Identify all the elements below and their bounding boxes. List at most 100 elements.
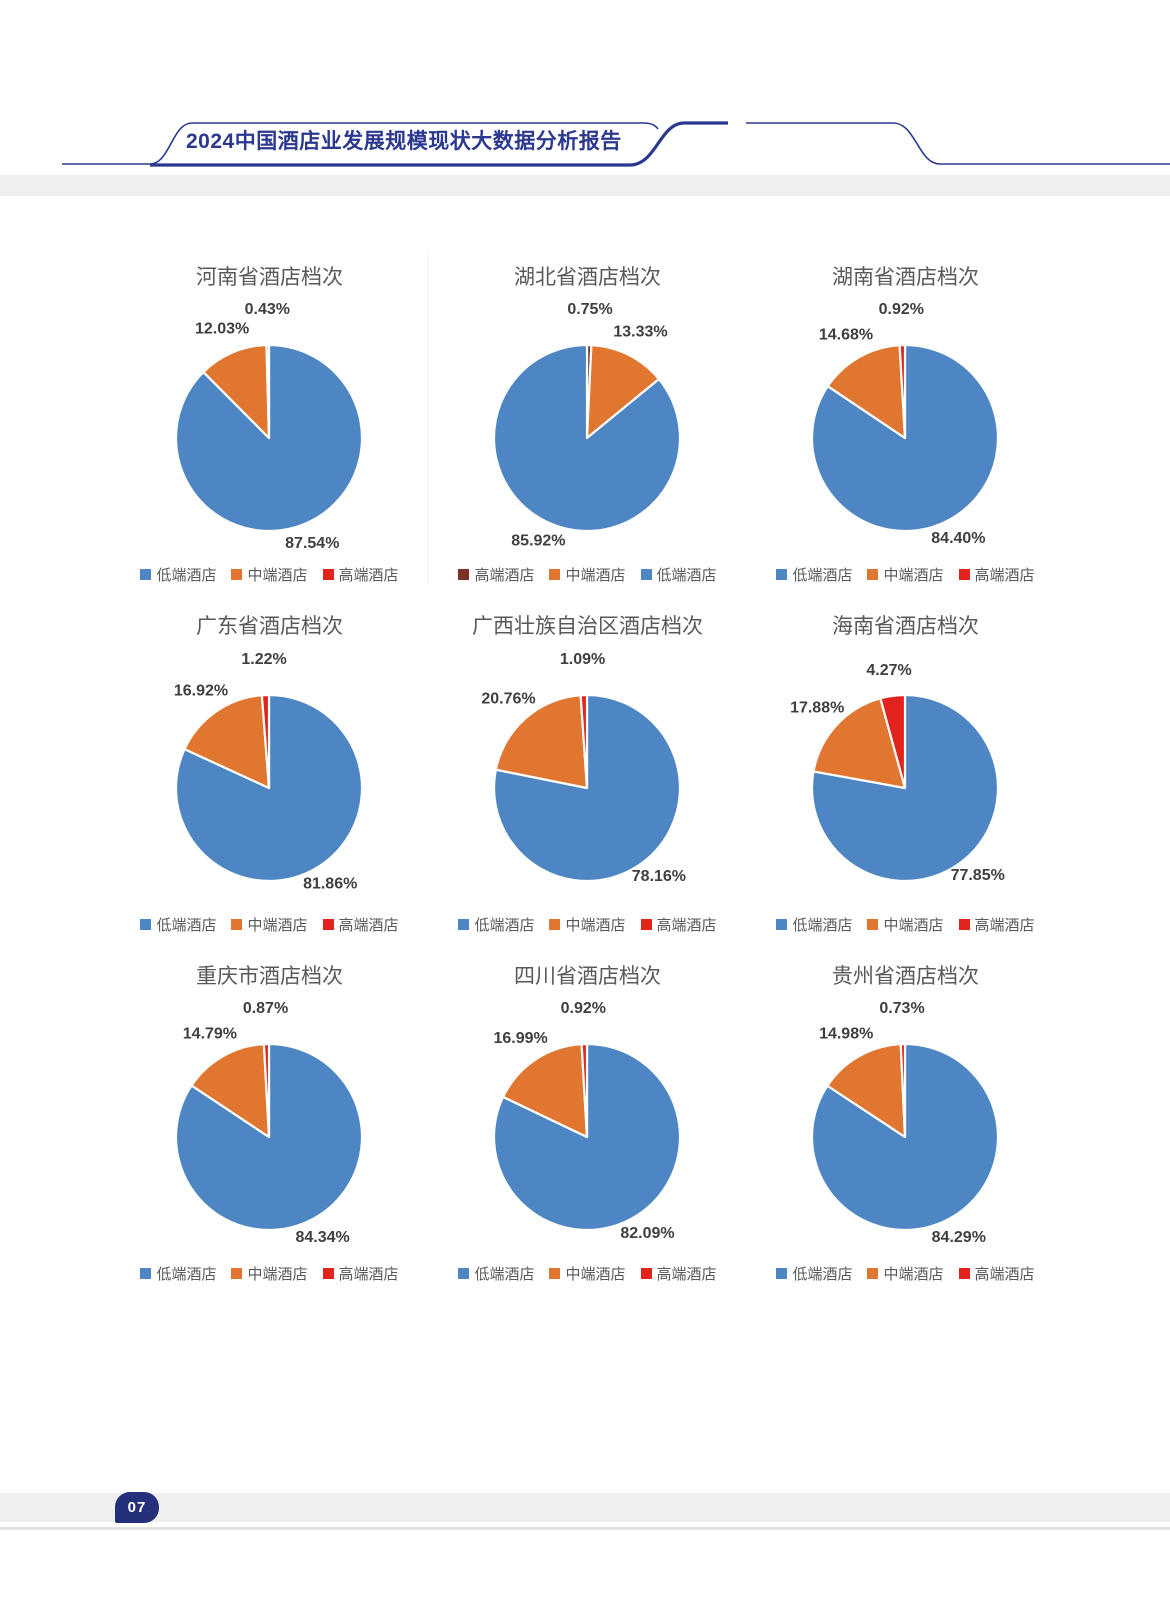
legend-label: 高端酒店: [974, 1267, 1035, 1284]
pie-slice-mid: [501, 1043, 589, 1139]
legend-item: 低端酒店: [140, 914, 216, 935]
chart-legend: 低端酒店 中端酒店 高端酒店: [112, 1263, 427, 1284]
legend-label: 中端酒店: [247, 568, 308, 585]
pie-slice-high: [260, 693, 271, 789]
pie-chart-cell-9: 贵州省酒店档次 84.29% 14.98% 0.73% 低端酒店 中端酒店 高端酒店: [748, 949, 1063, 1284]
pie-plot-area: 82.09% 16.99% 0.92%: [492, 1000, 682, 1242]
legend-item: 高端酒店: [958, 564, 1035, 585]
legend-item: 中端酒店: [231, 1263, 308, 1284]
pie-slice-high: [265, 344, 271, 440]
legend-label: 高端酒店: [974, 917, 1035, 934]
pie-slice-mid: [183, 694, 271, 789]
pie-slice-high: [579, 693, 589, 789]
legend-swatch-icon: [776, 1268, 788, 1280]
legend-swatch-icon: [458, 569, 470, 581]
slice-value-label: 0.73%: [879, 1000, 924, 1017]
legend-swatch-icon: [231, 1268, 243, 1280]
legend-label: 高端酒店: [474, 568, 535, 585]
slice-value-label: 84.29%: [932, 1229, 986, 1246]
slice-value-label: 87.54%: [285, 535, 339, 552]
legend-item: 高端酒店: [958, 914, 1035, 935]
legend-label: 中端酒店: [565, 917, 626, 934]
legend-item: 高端酒店: [958, 1263, 1035, 1284]
pie-slice-mid: [202, 344, 271, 440]
legend-swatch-icon: [458, 1268, 470, 1280]
legend-label: 中端酒店: [247, 917, 308, 934]
legend-swatch-icon: [958, 569, 970, 581]
pie-slice-mid: [190, 1043, 271, 1139]
legend-label: 低端酒店: [792, 1267, 853, 1284]
legend-item: 中端酒店: [549, 564, 626, 585]
pie-chart-cell-2: 湖北省酒店档次 0.75% 13.33% 85.92% 高端酒店 中端酒店 低端酒店: [430, 250, 745, 585]
slice-value-label: 0.75%: [567, 301, 612, 318]
legend-label: 低端酒店: [156, 917, 217, 934]
pie-slice-low: [174, 693, 364, 882]
chart-legend: 低端酒店 中端酒店 高端酒店: [748, 1263, 1063, 1284]
legend-label: 低端酒店: [792, 568, 853, 585]
pie-chart-cell-7: 重庆市酒店档次 84.34% 14.79% 0.87% 低端酒店 中端酒店 高端酒店: [112, 949, 427, 1284]
pie-chart-cell-5: 广西壮族自治区酒店档次 78.16% 20.76% 1.09% 低端酒店 中端酒店 高端酒店: [430, 599, 745, 934]
pie-slice-mid: [494, 693, 589, 789]
slice-value-label: 0.43%: [245, 301, 290, 318]
pie-plot-area: 84.40% 14.68% 0.92%: [810, 302, 1000, 548]
legend-label: 低端酒店: [156, 568, 217, 585]
pie-slice-mid: [585, 344, 661, 440]
pie-slice-low: [810, 693, 1000, 882]
legend-item: 低端酒店: [458, 1263, 534, 1284]
slice-value-label: 77.85%: [951, 867, 1005, 884]
legend-item: 高端酒店: [322, 564, 399, 585]
legend-swatch-icon: [867, 1268, 879, 1280]
legend-label: 高端酒店: [974, 568, 1035, 585]
slice-value-label: 14.79%: [183, 1026, 237, 1043]
slice-value-label: 78.16%: [632, 868, 686, 885]
pie-slice-high: [580, 1043, 589, 1139]
pie-plot-area: 0.75%13.33% 85.92%: [492, 301, 682, 550]
legend-item: 中端酒店: [867, 1263, 944, 1284]
legend-item: 中端酒店: [867, 914, 944, 935]
slice-value-label: 81.86%: [303, 875, 357, 892]
legend-label: 高端酒店: [656, 917, 717, 934]
legend-item: 高端酒店: [458, 564, 534, 585]
report-header-title: 2024中国酒店业发展规模现状大数据分析报告: [186, 130, 622, 153]
legend-label: 中端酒店: [883, 917, 944, 934]
slice-value-label: 17.88%: [790, 700, 844, 717]
pie-chart-cell-3: 湖南省酒店档次 84.40% 14.68% 0.92% 低端酒店 中端酒店 高端酒店: [748, 250, 1063, 585]
pie-slice-low: [492, 1043, 682, 1232]
legend-swatch-icon: [640, 918, 652, 930]
legend-swatch-icon: [322, 569, 334, 581]
chart-title: 河南省酒店档次: [196, 265, 343, 289]
header-swoosh-decoration: [62, 121, 1170, 167]
slice-value-label: 84.34%: [295, 1229, 349, 1246]
pie-slice-low: [492, 344, 682, 533]
legend-swatch-icon: [958, 1268, 970, 1280]
pie-plot-area: 84.29% 14.98% 0.73%: [810, 1000, 1000, 1246]
legend-swatch-icon: [322, 1268, 334, 1280]
legend-swatch-icon: [231, 918, 243, 930]
chart-title: 湖南省酒店档次: [832, 265, 979, 289]
chart-legend: 低端酒店 中端酒店 高端酒店: [748, 914, 1063, 935]
legend-item: 低端酒店: [140, 1263, 216, 1284]
legend-label: 高端酒店: [656, 1267, 717, 1284]
legend-swatch-icon: [549, 918, 561, 930]
legend-label: 高端酒店: [338, 568, 399, 585]
pie-plot-area: 81.86% 16.92% 1.22%: [174, 651, 364, 892]
chart-legend: 低端酒店 中端酒店 高端酒店: [748, 564, 1063, 585]
slice-value-label: 1.09%: [560, 651, 605, 668]
legend-label: 中端酒店: [883, 1267, 944, 1284]
slice-value-label: 12.03%: [195, 321, 249, 338]
legend-swatch-icon: [140, 1268, 152, 1280]
legend-swatch-icon: [867, 918, 879, 930]
pie-chart-cell-4: 广东省酒店档次 81.86% 16.92% 1.22% 低端酒店 中端酒店 高端酒店: [112, 599, 427, 934]
charts-grid: 河南省酒店档次 87.54% 12.03% 0.43% 低端酒店 中端酒店 高端酒店 湖北省酒…: [112, 250, 1063, 1284]
legend-swatch-icon: [549, 569, 561, 581]
legend-item: 低端酒店: [776, 564, 852, 585]
slice-value-label: 1.22%: [241, 651, 286, 668]
pie-chart-cell-8: 四川省酒店档次 82.09% 16.99% 0.92% 低端酒店 中端酒店 高端酒店: [430, 949, 745, 1284]
legend-label: 高端酒店: [338, 1267, 399, 1284]
legend-label: 低端酒店: [656, 568, 717, 585]
legend-label: 中端酒店: [247, 1267, 308, 1284]
pie-slice-mid: [826, 344, 907, 440]
legend-item: 低端酒店: [776, 914, 852, 935]
slice-value-label: 0.92%: [561, 1000, 606, 1017]
slice-value-label: 4.27%: [866, 662, 911, 679]
